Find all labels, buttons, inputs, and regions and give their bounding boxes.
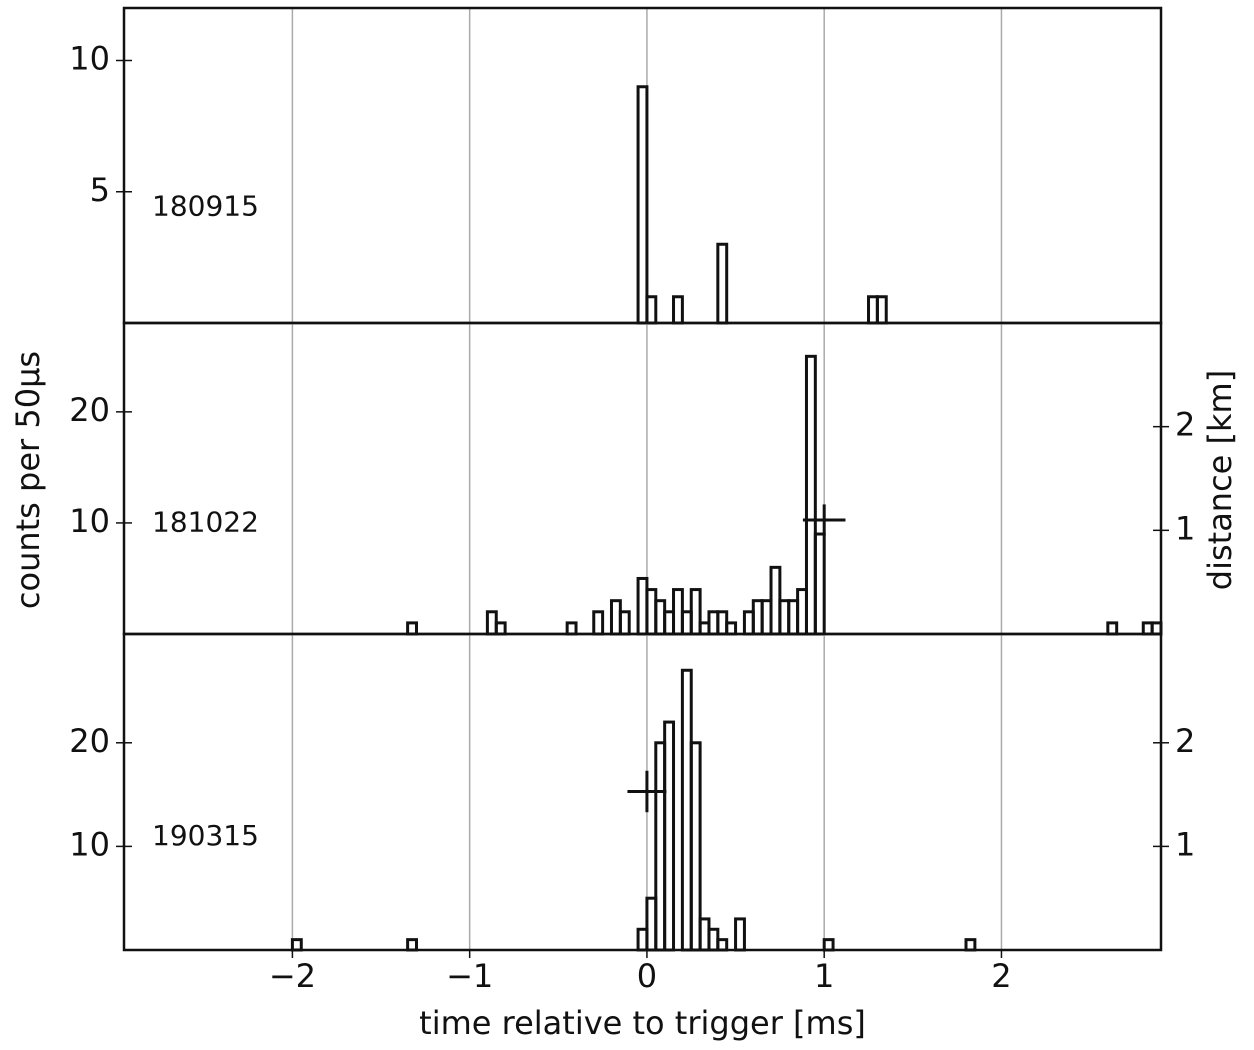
y2-tick-label: 1 (1175, 825, 1195, 863)
histogram-bar (618, 610, 631, 636)
panel-label: 190315 (152, 819, 259, 852)
panel-frame (122, 632, 1163, 952)
y-tick-label: 10 (69, 825, 110, 863)
histogram-bar (716, 938, 729, 952)
panel-frame (122, 6, 1163, 325)
x-tick-label: −1 (446, 957, 493, 995)
histogram-bar (663, 720, 676, 952)
histogram-bar (813, 532, 826, 636)
histogram-bar (290, 938, 303, 952)
histogram-bar (406, 938, 418, 952)
histogram-bar (1106, 621, 1119, 636)
y2-tick-label: 1 (1175, 509, 1195, 547)
histogram-bar (636, 85, 649, 325)
histogram-bar (822, 938, 835, 952)
histogram-bar (645, 295, 658, 325)
histogram-bar (1150, 621, 1163, 636)
y-tick-label: 20 (69, 722, 110, 760)
histogram-bar (565, 621, 578, 636)
histogram-bar (734, 917, 746, 952)
histogram-bar (716, 242, 729, 325)
x-tick-label: 1 (814, 957, 834, 995)
y-tick-label: 5 (90, 171, 110, 209)
x-tick-label: 2 (991, 957, 1011, 995)
panel-label: 180915 (152, 190, 259, 223)
panel-frame (122, 321, 1163, 636)
histogram-bar (725, 621, 738, 636)
histogram-bar (406, 621, 418, 636)
y-tick-label: 20 (69, 391, 110, 429)
y2-axis-label: distance [km] (1201, 370, 1239, 590)
y-tick-label: 10 (69, 502, 110, 540)
x-axis-label: time relative to trigger [ms] (419, 1004, 866, 1042)
histogram-bar (494, 621, 507, 636)
panel-label: 181022 (152, 506, 259, 539)
histogram-bar (672, 295, 684, 325)
y-tick-label: 10 (69, 40, 110, 78)
y2-tick-label: 2 (1175, 406, 1195, 444)
x-tick-label: 0 (637, 957, 657, 995)
x-tick-label: −2 (269, 957, 316, 995)
histogram-bar (964, 938, 977, 952)
histogram-bar (592, 610, 605, 636)
y2-tick-label: 2 (1175, 722, 1195, 760)
histogram-bar (875, 295, 888, 325)
y-axis-label: counts per 50µs (9, 351, 47, 609)
